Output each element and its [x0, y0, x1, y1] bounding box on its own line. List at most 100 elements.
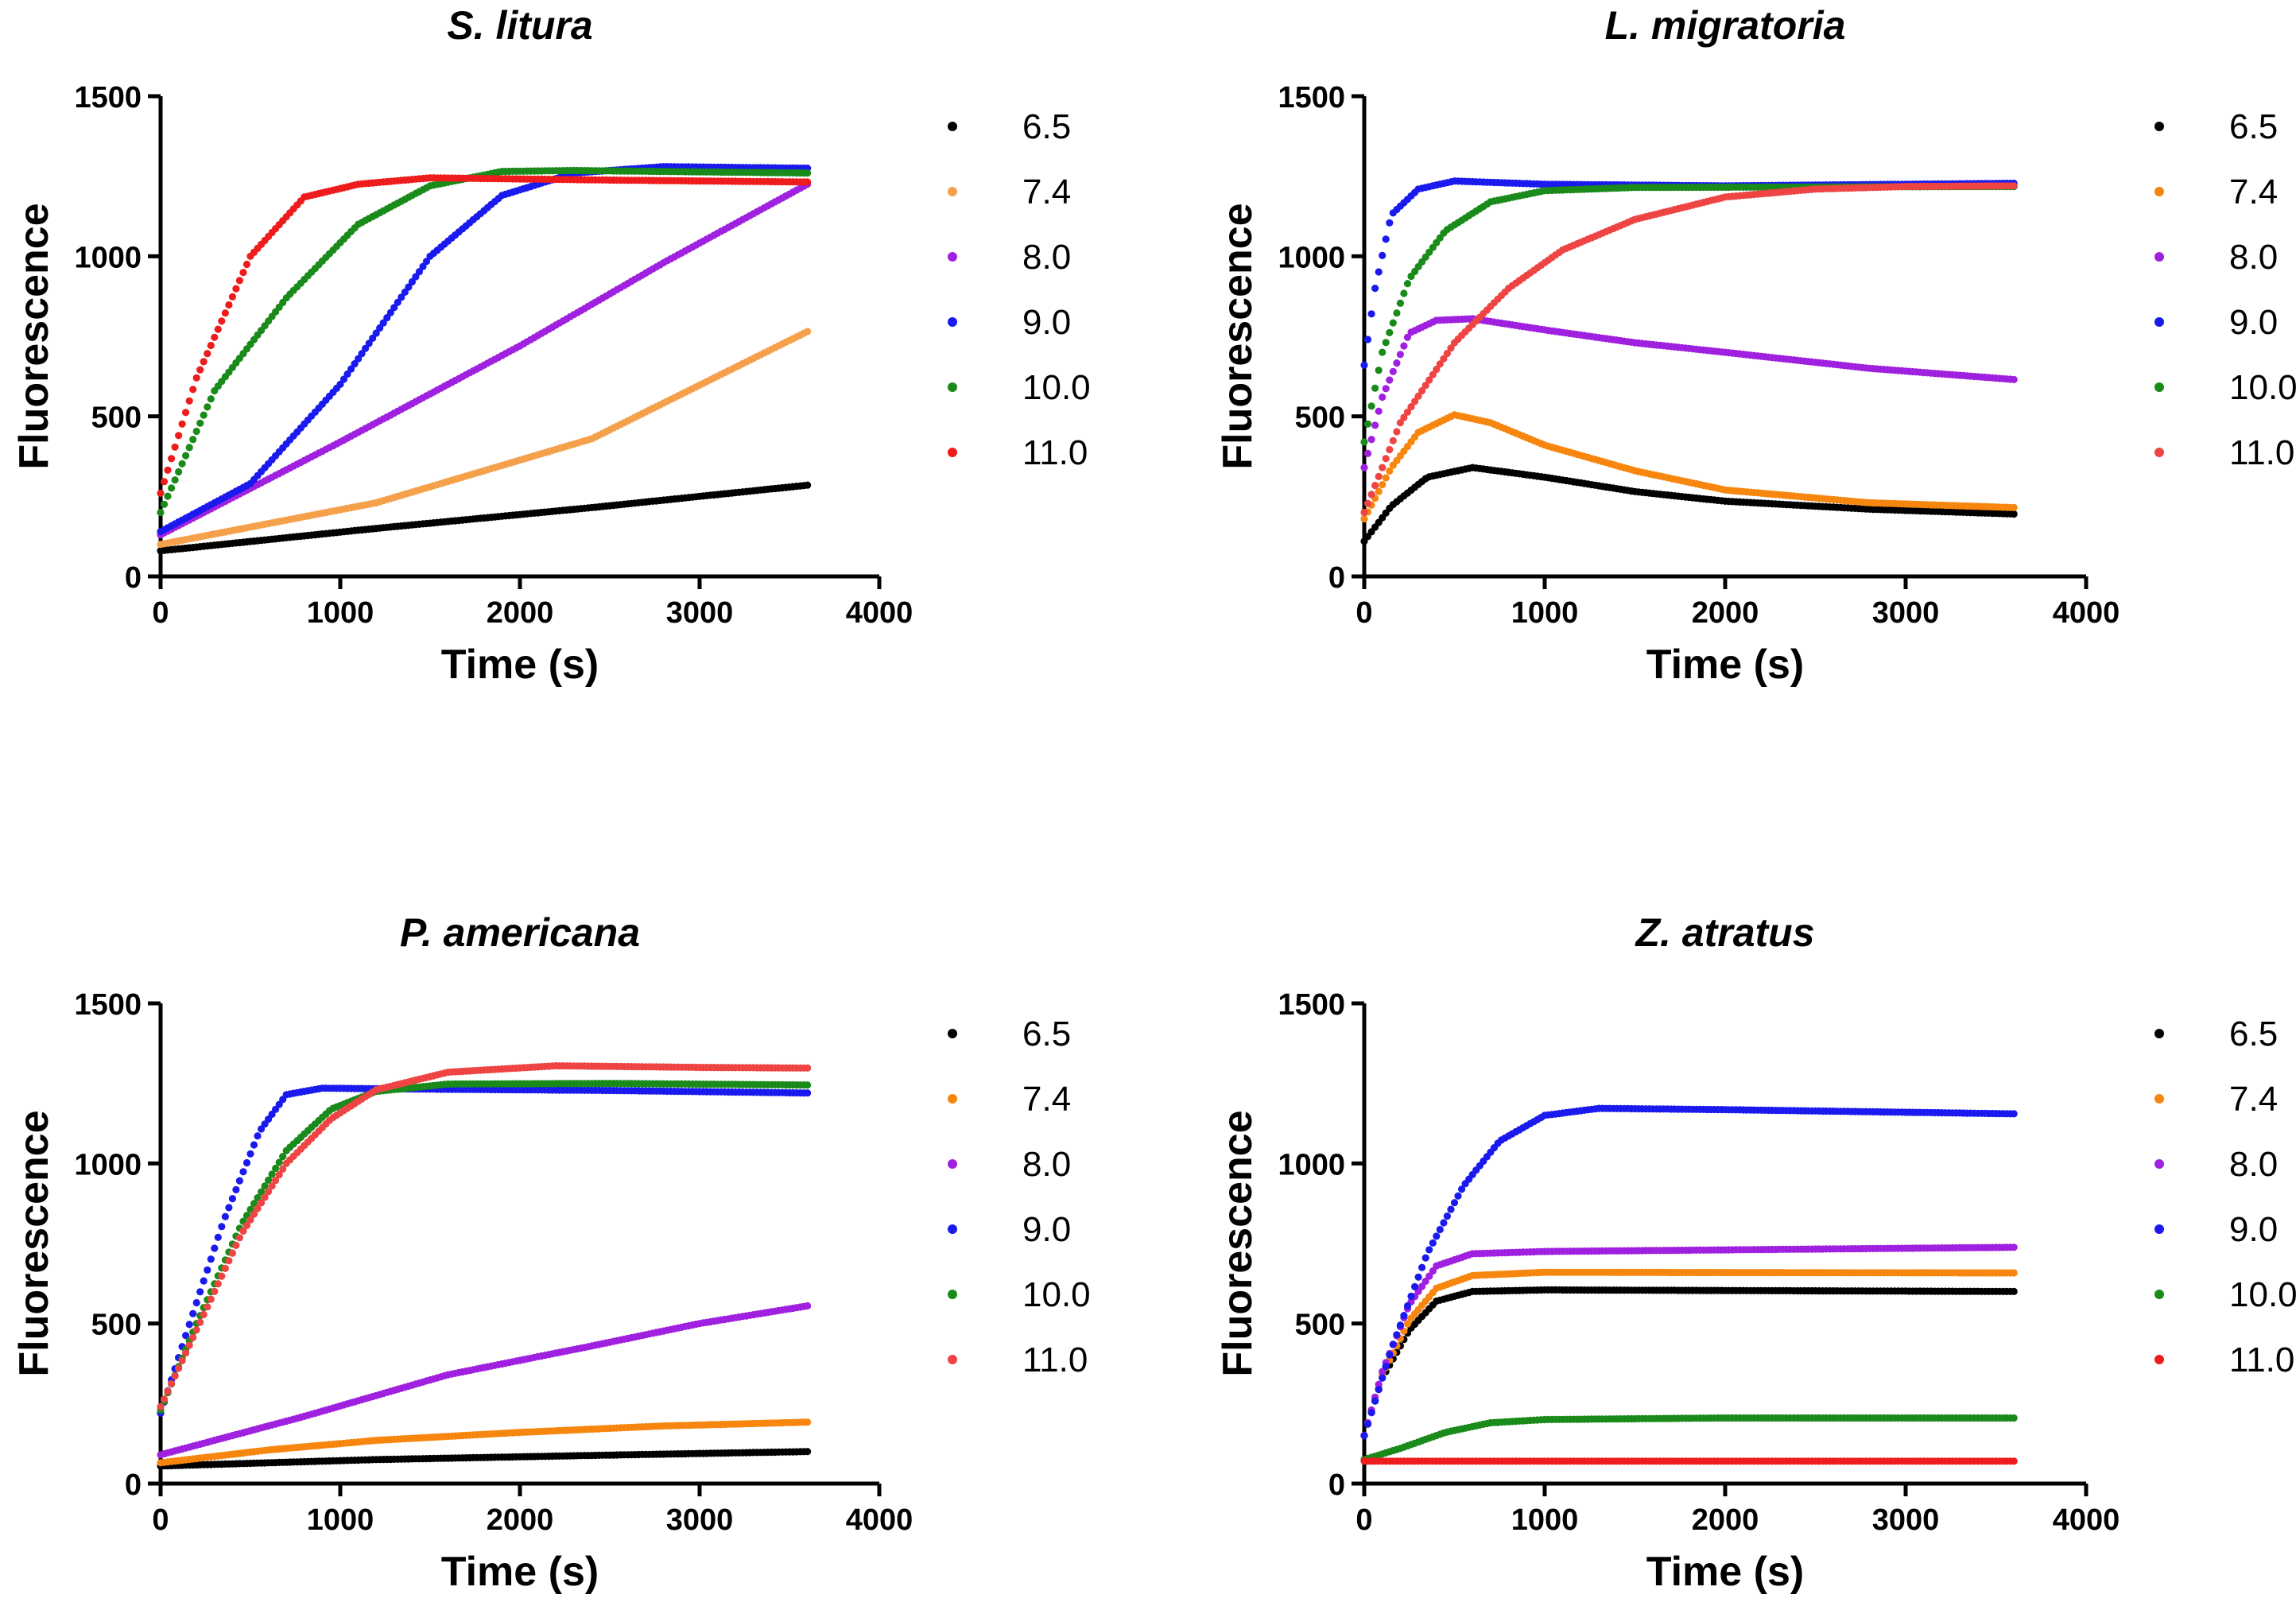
data-point: [1363, 449, 1372, 458]
data-point: [1371, 285, 1379, 293]
y-tick-label: 1500: [74, 988, 142, 1022]
x-tick-label: 0: [152, 1503, 169, 1537]
data-point: [386, 308, 394, 316]
data-point: [228, 293, 236, 301]
data-point: [405, 283, 413, 291]
data-point: [1379, 251, 1387, 259]
data-point: [192, 427, 200, 436]
data-point: [1389, 367, 1397, 375]
data-point: [804, 1302, 812, 1310]
data-point: [221, 309, 229, 317]
x-tick-label: 2000: [487, 596, 554, 630]
legend-marker: [948, 1029, 957, 1038]
y-tick-label: 0: [125, 1468, 142, 1502]
data-point: [211, 1287, 219, 1295]
data-point: [1386, 467, 1394, 475]
data-point: [365, 339, 373, 347]
x-tick-label: 3000: [1872, 596, 1940, 630]
series-7.4: [157, 328, 812, 549]
data-point: [1367, 310, 1375, 318]
data-point: [804, 328, 812, 336]
data-point: [1360, 514, 1368, 523]
legend-label: 10.0: [2229, 368, 2296, 407]
legend-marker: [948, 448, 957, 457]
x-axis-label: Time (s): [441, 642, 599, 688]
data-point: [1393, 428, 1401, 436]
y-tick-label: 1000: [1278, 1148, 1345, 1181]
y-tick-label: 500: [1295, 402, 1345, 435]
legend-marker: [2154, 1224, 2164, 1234]
data-point: [211, 333, 219, 341]
data-point: [192, 1298, 200, 1307]
data-point: [1400, 289, 1408, 297]
data-point: [1411, 1282, 1419, 1290]
data-point: [1382, 1363, 1390, 1371]
data-point: [1367, 1409, 1375, 1417]
data-point: [1418, 1263, 1426, 1271]
data-point: [390, 304, 398, 312]
series-11.0: [157, 1061, 812, 1410]
data-point: [1447, 1205, 1455, 1213]
data-point: [185, 444, 193, 452]
data-point: [2010, 1110, 2018, 1118]
data-point: [422, 258, 431, 266]
legend-label: 9.0: [1022, 1210, 1071, 1249]
data-point: [171, 443, 179, 451]
legend-marker: [2154, 122, 2164, 131]
chart-title: Z. atratus: [1634, 910, 1814, 955]
data-point: [200, 411, 207, 419]
data-point: [1363, 420, 1372, 428]
x-tick-label: 1000: [307, 596, 374, 630]
data-point: [1382, 385, 1390, 393]
data-point: [1375, 1386, 1383, 1394]
data-point: [157, 489, 165, 497]
data-point: [185, 397, 193, 405]
data-point: [228, 1249, 236, 1257]
data-point: [160, 1395, 169, 1403]
series-6.5: [1360, 464, 2018, 545]
data-point: [2010, 1457, 2018, 1465]
data-point: [204, 1266, 211, 1274]
legend-marker: [948, 1224, 957, 1234]
data-point: [351, 360, 359, 368]
data-point: [1436, 1225, 1444, 1234]
data-point: [412, 273, 420, 281]
legend-marker: [948, 317, 957, 327]
legend-marker: [948, 1355, 957, 1364]
data-point: [1363, 499, 1372, 507]
legend-label: 11.0: [2229, 1340, 2294, 1379]
data-point: [250, 1141, 258, 1149]
legend-label: 11.0: [2229, 433, 2294, 472]
data-point: [204, 1303, 211, 1311]
data-point: [804, 1064, 812, 1072]
data-point: [355, 355, 363, 363]
data-point: [157, 1402, 165, 1410]
data-point: [1400, 342, 1408, 350]
data-point: [1403, 280, 1412, 288]
data-point: [218, 317, 226, 325]
data-point: [1363, 336, 1372, 343]
data-point: [1414, 1273, 1422, 1281]
legend-label: 11.0: [1022, 1340, 1088, 1379]
data-point: [394, 298, 401, 306]
data-point: [178, 420, 186, 428]
data-point: [1393, 1331, 1401, 1339]
legend-marker: [2154, 1355, 2164, 1364]
legend-label: 8.0: [1022, 238, 1071, 277]
data-point: [2010, 182, 2018, 190]
series-9.0: [157, 163, 812, 536]
legend-label: 6.5: [2229, 1014, 2278, 1053]
data-point: [2010, 503, 2018, 512]
data-point: [347, 365, 355, 373]
legend-label: 8.0: [2229, 238, 2278, 277]
data-point: [1393, 359, 1401, 367]
legend-label: 10.0: [2229, 1275, 2296, 1314]
data-point: [1360, 438, 1368, 446]
series-7.4: [1360, 411, 2018, 523]
data-point: [171, 476, 179, 484]
x-axis-label: Time (s): [1646, 642, 1804, 688]
data-point: [204, 350, 211, 358]
data-point: [1386, 1351, 1394, 1359]
data-point: [1393, 309, 1401, 317]
legend-label: 9.0: [1022, 303, 1071, 342]
